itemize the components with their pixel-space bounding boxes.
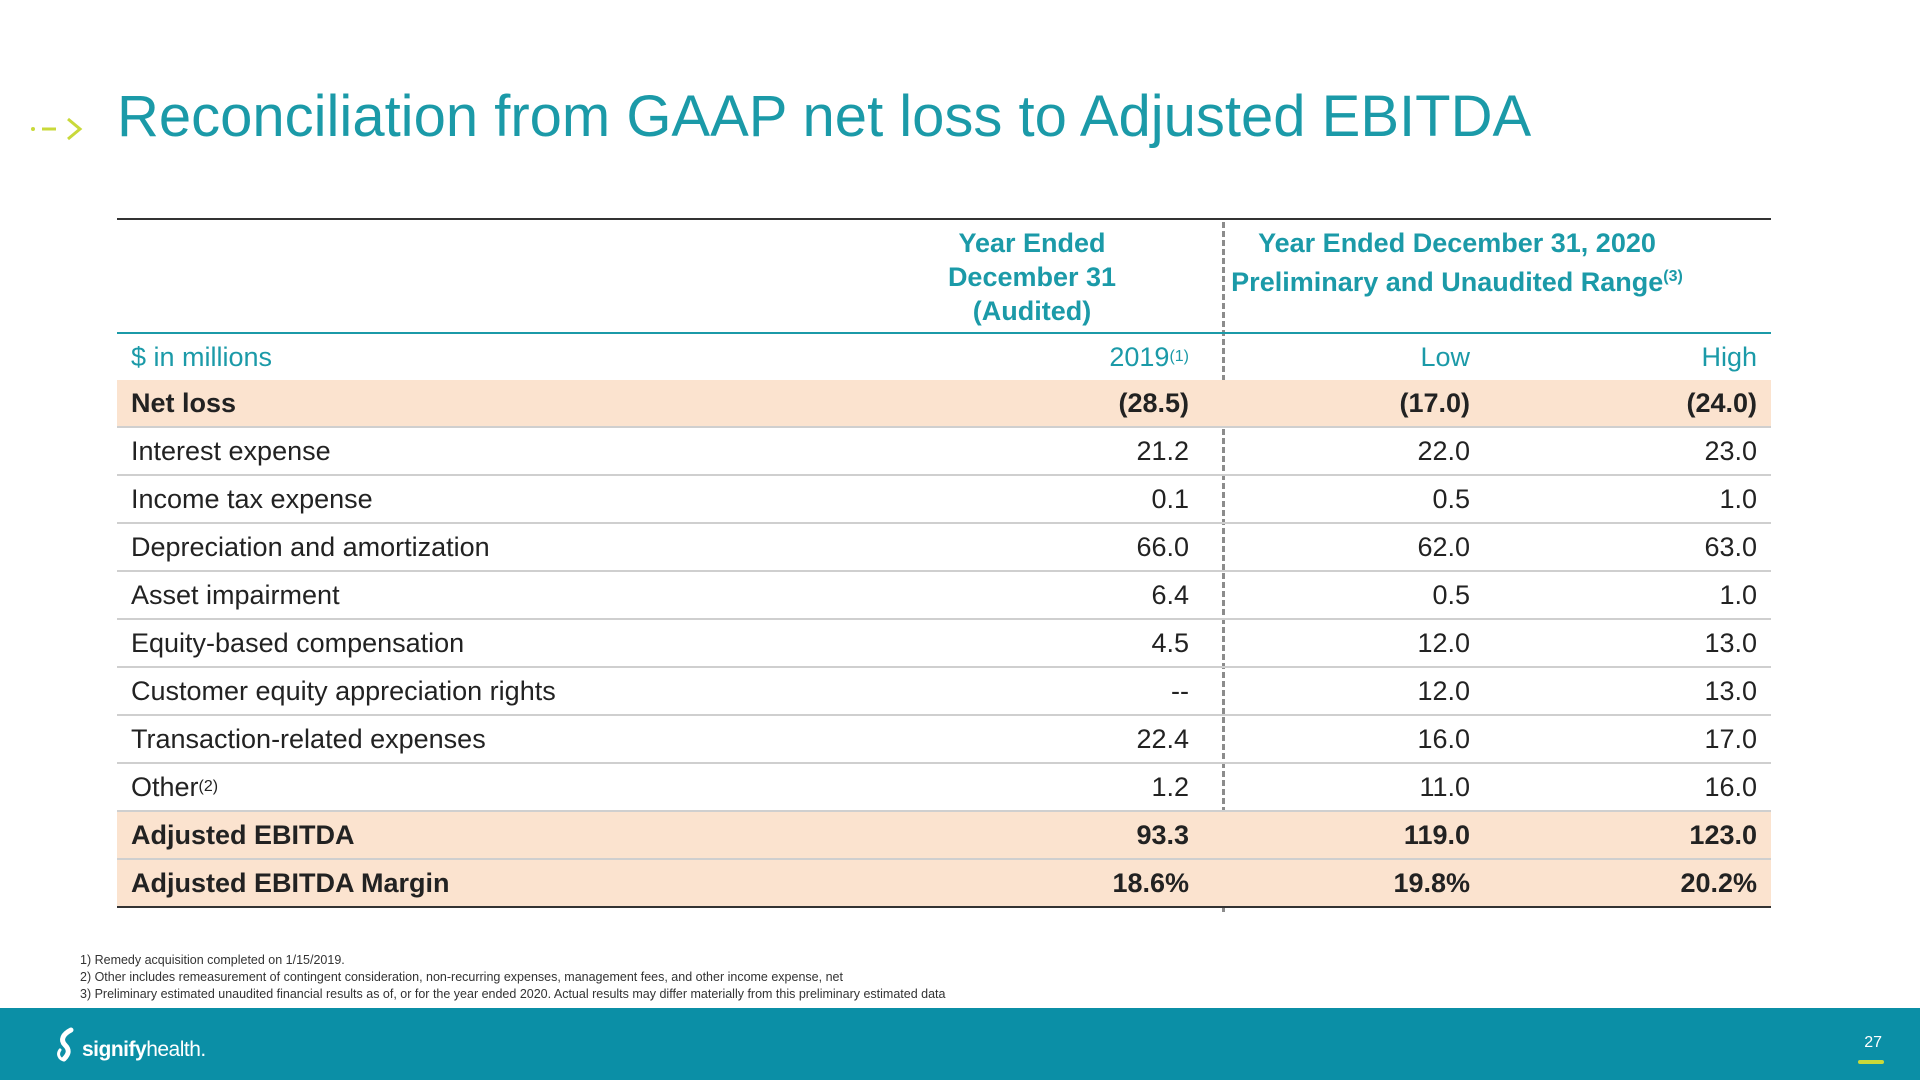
value-low: (17.0) (1399, 387, 1470, 418)
column-header-row: $ in millions 2019 (1) Low High (117, 332, 1771, 382)
table-row: Income tax expense 0.1 0.5 1.0 (117, 476, 1771, 524)
footnote-ref: (1) (1169, 348, 1189, 365)
row-label: Income tax expense (131, 483, 373, 514)
value-low: 12.0 (1417, 675, 1470, 706)
group-header-line: Year Ended (958, 228, 1106, 258)
row-label: Customer equity appreciation rights (131, 675, 556, 706)
value-2019: 93.3 (1136, 819, 1189, 850)
value-low: 19.8% (1393, 867, 1470, 898)
value-2019: 0.1 (1151, 483, 1189, 514)
group-header-line: December 31 (947, 262, 1117, 292)
value-high: 1.0 (1719, 483, 1757, 514)
footnote-ref: (2) (198, 778, 219, 795)
footnotes: 1) Remedy acquisition completed on 1/15/… (80, 952, 945, 1003)
dashed-arrow-icon (31, 117, 83, 141)
value-low: 0.5 (1432, 483, 1470, 514)
value-high: 16.0 (1704, 771, 1757, 802)
footnote-ref: (3) (1663, 268, 1683, 285)
col-header-2019: 2019 (1) (1109, 341, 1189, 372)
table-row: Asset impairment 6.4 0.5 1.0 (117, 572, 1771, 620)
units-label: $ in millions (131, 341, 273, 372)
value-2019: 1.2 (1151, 771, 1189, 802)
value-2019: 4.5 (1151, 627, 1189, 658)
table-row: Adjusted EBITDA 93.3 119.0 123.0 (117, 812, 1771, 860)
table-top-rule (117, 218, 1771, 220)
table-row: Net loss (28.5) (17.0) (24.0) (117, 380, 1771, 428)
row-label: Adjusted EBITDA Margin (131, 867, 450, 898)
footnote: 3) Preliminary estimated unaudited finan… (80, 987, 946, 1001)
value-high: (24.0) (1686, 387, 1757, 418)
page-number: 27 (1864, 1034, 1882, 1051)
value-2019: 22.4 (1136, 723, 1189, 754)
row-label: Interest expense (131, 435, 331, 466)
value-low: 11.0 (1419, 771, 1470, 802)
value-2019: 6.4 (1151, 579, 1189, 610)
row-label: Other (2) (131, 771, 219, 802)
footnote: 2) Other includes remeasurement of conti… (80, 970, 843, 984)
value-high: 13.0 (1704, 627, 1757, 658)
row-label: Depreciation and amortization (131, 531, 490, 562)
group-header-audited: Year Ended December 31 (Audited) (897, 226, 1167, 328)
footer-bar: signifyhealth. 27 (0, 1008, 1920, 1080)
value-2019: 21.2 (1136, 435, 1189, 466)
value-low: 16.0 (1417, 723, 1470, 754)
group-header-preliminary: Year Ended December 31, 2020 Preliminary… (1197, 226, 1717, 299)
value-2019: 66.0 (1136, 531, 1189, 562)
table-row: Equity-based compensation 4.5 12.0 13.0 (117, 620, 1771, 668)
group-header-line: Year Ended December 31, 2020 (1258, 228, 1656, 258)
table-row: Interest expense 21.2 22.0 23.0 (117, 428, 1771, 476)
page-title: Reconciliation from GAAP net loss to Adj… (117, 84, 1532, 149)
col-header-low: Low (1420, 341, 1470, 372)
row-label: Net loss (131, 387, 237, 418)
table-row: Customer equity appreciation rights -- 1… (117, 668, 1771, 716)
value-low: 12.0 (1417, 627, 1470, 658)
value-2019: (28.5) (1118, 387, 1189, 418)
table-row: Depreciation and amortization 66.0 62.0 … (117, 524, 1771, 572)
value-high: 123.0 (1689, 819, 1757, 850)
value-high: 63.0 (1704, 531, 1757, 562)
signify-s-icon (57, 1027, 74, 1062)
table-row: Other (2) 1.2 11.0 16.0 (117, 764, 1771, 812)
value-2019: -- (1171, 675, 1189, 706)
value-high: 1.0 (1719, 579, 1757, 610)
row-label: Transaction-related expenses (131, 723, 486, 754)
logo-wordmark: signifyhealth. (82, 1038, 206, 1061)
column-divider (1222, 222, 1225, 912)
table-row: Transaction-related expenses 22.4 16.0 1… (117, 716, 1771, 764)
company-logo: signifyhealth. (54, 1026, 206, 1066)
row-label: Adjusted EBITDA (131, 819, 355, 850)
value-high: 20.2% (1680, 867, 1757, 898)
page-number-underline (1858, 1060, 1884, 1064)
row-label: Equity-based compensation (131, 627, 465, 658)
value-high: 17.0 (1704, 723, 1757, 754)
value-high: 23.0 (1704, 435, 1757, 466)
group-header-line: Preliminary and Unaudited Range (1231, 267, 1664, 297)
value-low: 22.0 (1417, 435, 1470, 466)
footnote: 1) Remedy acquisition completed on 1/15/… (80, 953, 345, 967)
row-label: Asset impairment (131, 579, 340, 610)
table-row: Adjusted EBITDA Margin 18.6% 19.8% 20.2% (117, 860, 1771, 908)
value-low: 119.0 (1403, 819, 1470, 850)
col-header-high: High (1701, 341, 1757, 372)
value-low: 0.5 (1432, 579, 1470, 610)
value-high: 13.0 (1704, 675, 1757, 706)
group-header-line: (Audited) (972, 296, 1092, 326)
value-2019: 18.6% (1112, 867, 1189, 898)
value-low: 62.0 (1417, 531, 1470, 562)
